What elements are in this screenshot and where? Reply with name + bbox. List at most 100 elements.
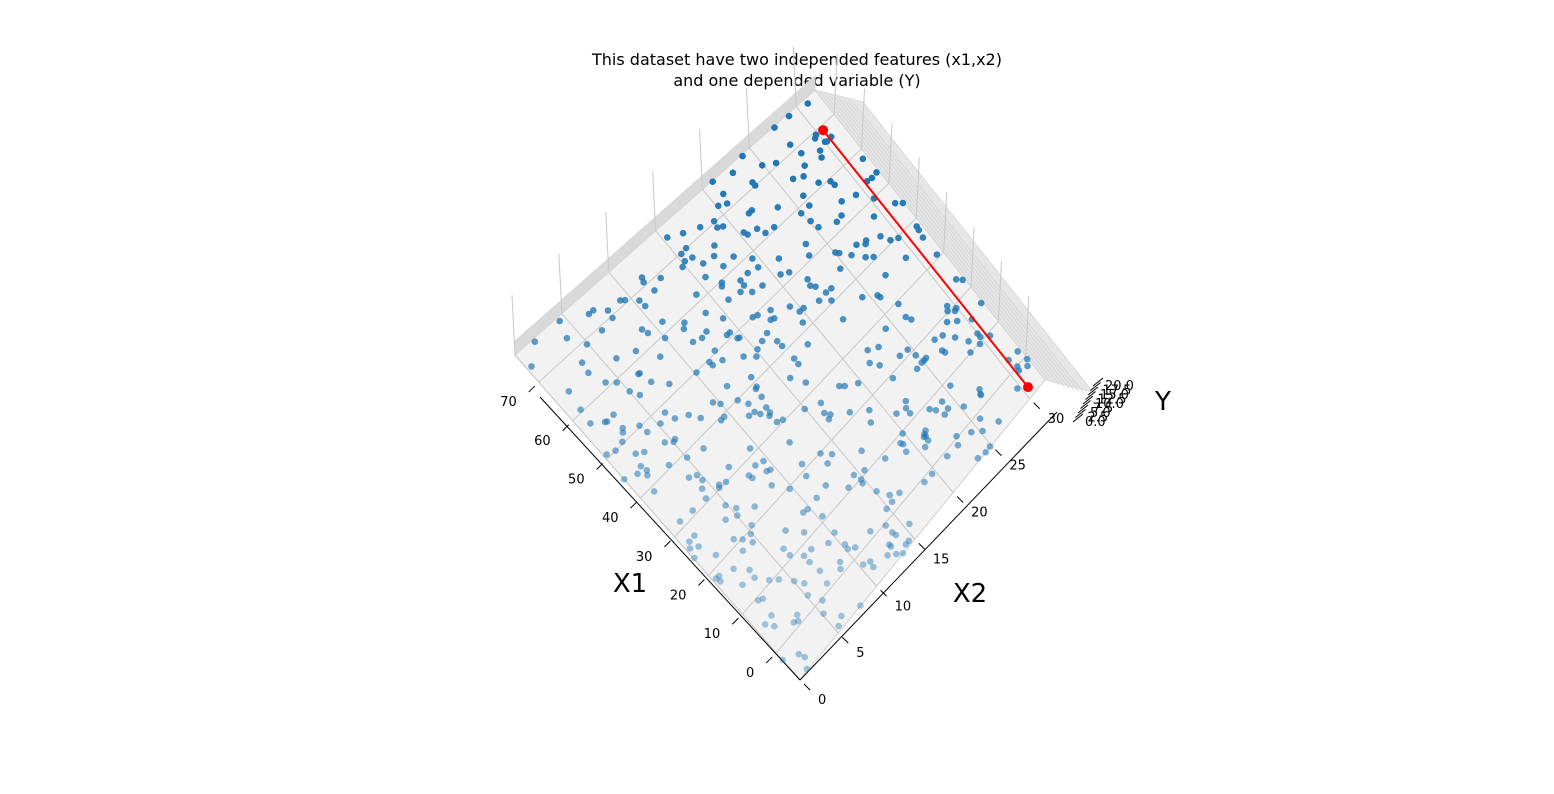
scatter-point [977,391,985,399]
scatter-point [578,359,586,367]
y-tick-label: 0.0 [1085,415,1106,430]
scatter-point [859,480,866,487]
scatter-point [862,253,869,261]
scatter-point [816,147,824,154]
scatter-point [960,403,968,410]
scatter-point [828,297,835,304]
z-gridline-right [848,100,1079,392]
scatter-point [643,428,651,436]
scatter-point [838,612,845,620]
scatter-point [751,574,758,581]
scatter-point [695,543,702,550]
scatter-point [661,409,669,416]
x-gridline-vertical [1025,295,1030,356]
y-gridline [655,230,916,540]
scatter-point [882,325,889,333]
scatter-point [786,552,794,559]
scatter-point [913,365,921,373]
scatter-point [711,347,719,355]
x1-tick-mark [731,617,739,625]
scatter-point [876,362,883,369]
scatter-point [899,550,907,557]
scatter-point [812,283,819,291]
z-gridline-left [514,80,816,346]
scatter-point [835,622,842,630]
scatter-point [828,450,836,458]
scatter-point [837,565,844,573]
scatter-point [818,154,825,161]
scatter-point [699,260,707,267]
scatter-point [786,141,794,148]
x2-tick-label: 20 [971,506,988,521]
y-gridline [561,313,839,634]
z-gridline-left [514,81,816,348]
scatter-point [825,539,832,547]
scatter-point [661,439,669,446]
scatter-point [954,441,962,449]
x2-tick-label: 30 [1048,412,1065,427]
scatter-point [638,326,646,333]
scatter-point [864,346,871,354]
scatter-point [858,447,865,455]
scatter-point [696,223,704,231]
y-gridline-vertical [652,170,657,231]
scatter-point [1014,348,1021,355]
scatter-point [786,303,794,310]
x2-tick-mark [918,543,926,550]
scatter-point [565,388,573,395]
scatter-point [749,539,756,546]
scatter-point [712,575,720,582]
scatter-point [800,192,807,199]
scatter-point [952,276,960,283]
scatter-point [758,393,765,401]
scatter-point [638,274,646,281]
scatter-point [884,552,891,559]
scatter-point [852,191,860,199]
scatter-point [773,337,781,345]
scatter-point [767,306,774,314]
scatter-point [700,445,707,452]
z-gridline-left [514,83,816,349]
scatter-point [786,439,793,446]
x-gridline-vertical [861,88,866,149]
scatter-point [657,420,664,427]
scatter-point [613,379,620,386]
z-gridline-left [514,84,816,351]
scatter-point [822,289,830,296]
y-tick-mark [1075,409,1086,418]
scatter-point [577,406,584,414]
scatter-point [683,454,691,461]
scatter-point [904,346,911,354]
scatter-point [681,319,688,327]
y-tick-label: 20.0 [1105,379,1134,394]
scatter-point [902,404,910,412]
scatter-point [938,398,946,405]
scatter-point [703,328,710,335]
scatter-point [902,313,910,321]
scatter-point [722,478,730,486]
scatter-point [803,665,811,673]
scatter-point [902,541,910,548]
scatter-point [762,404,770,411]
scatter-point [715,572,723,580]
z-gridline-left [514,78,816,345]
x2-axis-line [799,411,1058,681]
scatter-point [888,498,896,506]
scatter-point [601,418,609,426]
y-gridline [795,106,1031,400]
scatter-point [1014,385,1021,392]
scatter-point [763,467,770,475]
scatter-point [719,315,727,322]
scatter-point [882,271,889,279]
scatter-point [941,411,948,418]
scatter-point [906,520,913,528]
scatter-point [819,597,826,604]
scatter-point [902,397,910,405]
scatter-point [698,334,706,342]
scatter-point [531,338,539,346]
scatter-point [867,558,874,565]
scatter-point [853,241,860,249]
scatter-point [807,217,814,225]
y-tick-label: 12.5 [1098,393,1127,408]
scatter-point [746,566,753,574]
